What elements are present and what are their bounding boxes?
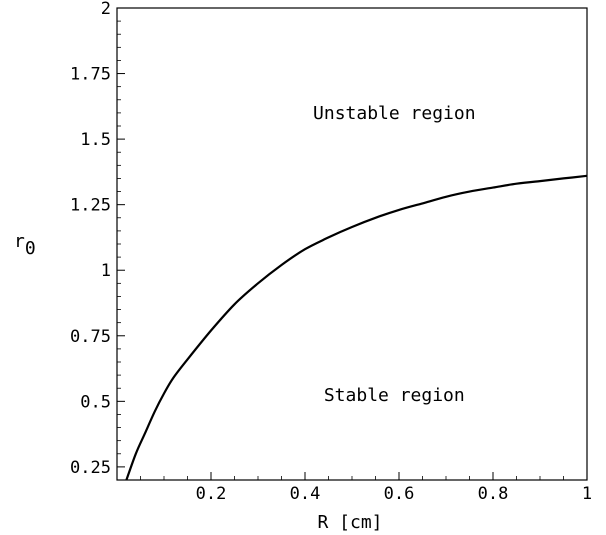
series-point xyxy=(539,180,541,182)
x-tick-label: 0.4 xyxy=(290,484,321,504)
series-point xyxy=(398,209,400,211)
series-point xyxy=(172,377,174,379)
y-tick-label: 0.75 xyxy=(70,327,111,347)
x-axis-label: R [cm] xyxy=(317,512,382,533)
series-point xyxy=(469,191,471,193)
series-point xyxy=(492,187,494,189)
series-point xyxy=(328,236,330,238)
series-point xyxy=(422,202,424,204)
series-point xyxy=(135,453,137,455)
series-point xyxy=(187,358,189,360)
y-tick-label: 1 xyxy=(101,261,111,281)
annotation-stable-region: Stable region xyxy=(324,385,465,406)
y-tick-label: 1.5 xyxy=(80,130,111,150)
y-axis-label-main: r xyxy=(14,231,25,252)
series-point xyxy=(144,432,146,434)
y-tick-label: 1.25 xyxy=(70,196,111,216)
y-tick-label: 1.75 xyxy=(70,65,111,85)
y-tick-label: 0.25 xyxy=(70,458,111,478)
series-point xyxy=(125,479,127,481)
x-tick-label: 0.8 xyxy=(478,484,509,504)
y-axis-ticks: 0.25 0.5 0.75 1 1.25 1.5 1.75 2 xyxy=(70,0,125,481)
series-point xyxy=(586,175,588,177)
annotation-unstable-region: Unstable region xyxy=(313,103,476,124)
series-point xyxy=(234,303,236,305)
plot-area-frame xyxy=(116,7,588,481)
series-point xyxy=(375,217,377,219)
series-point xyxy=(351,226,353,228)
y-axis-label: r0 xyxy=(14,231,36,259)
x-tick-label: 0.2 xyxy=(196,484,227,504)
series-points xyxy=(125,175,588,481)
x-tick-label: 1 xyxy=(582,484,592,504)
x-axis-ticks: 0.2 0.4 0.6 0.8 1 xyxy=(140,472,592,504)
x-tick-label: 0.6 xyxy=(384,484,415,504)
series-point xyxy=(445,196,447,198)
series-point xyxy=(154,411,156,413)
series-point xyxy=(304,248,306,250)
y-tick-label: 0.5 xyxy=(80,392,111,412)
series-point xyxy=(563,177,565,179)
y-axis-label-subscript: 0 xyxy=(25,238,36,259)
series-line-stability-boundary xyxy=(125,174,588,481)
series-point xyxy=(257,282,259,284)
series-point xyxy=(163,393,165,395)
y-tick-label: 2 xyxy=(101,0,111,19)
series-point xyxy=(281,264,283,266)
series-point xyxy=(210,330,212,332)
series-point xyxy=(516,183,518,185)
